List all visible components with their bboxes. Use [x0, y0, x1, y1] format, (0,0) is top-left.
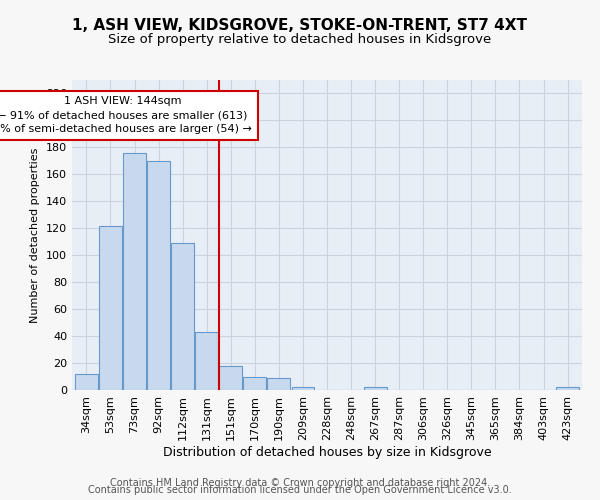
- Bar: [364, 388, 386, 390]
- Text: 1, ASH VIEW, KIDSGROVE, STOKE-ON-TRENT, ST7 4XT: 1, ASH VIEW, KIDSGROVE, STOKE-ON-TRENT, …: [73, 18, 527, 32]
- Text: Contains public sector information licensed under the Open Government Licence v3: Contains public sector information licen…: [88, 485, 512, 495]
- Bar: [123, 153, 146, 390]
- Bar: [171, 243, 194, 390]
- Y-axis label: Number of detached properties: Number of detached properties: [31, 148, 40, 322]
- Bar: [292, 388, 314, 390]
- Bar: [195, 332, 218, 390]
- Bar: [268, 378, 290, 390]
- Bar: [556, 388, 579, 390]
- Bar: [75, 374, 98, 390]
- Text: Size of property relative to detached houses in Kidsgrove: Size of property relative to detached ho…: [109, 32, 491, 46]
- Bar: [147, 161, 170, 390]
- Text: Contains HM Land Registry data © Crown copyright and database right 2024.: Contains HM Land Registry data © Crown c…: [110, 478, 490, 488]
- Text: 1 ASH VIEW: 144sqm
← 91% of detached houses are smaller (613)
8% of semi-detache: 1 ASH VIEW: 144sqm ← 91% of detached hou…: [0, 96, 252, 134]
- Bar: [244, 376, 266, 390]
- Bar: [220, 366, 242, 390]
- X-axis label: Distribution of detached houses by size in Kidsgrove: Distribution of detached houses by size …: [163, 446, 491, 458]
- Bar: [99, 226, 122, 390]
